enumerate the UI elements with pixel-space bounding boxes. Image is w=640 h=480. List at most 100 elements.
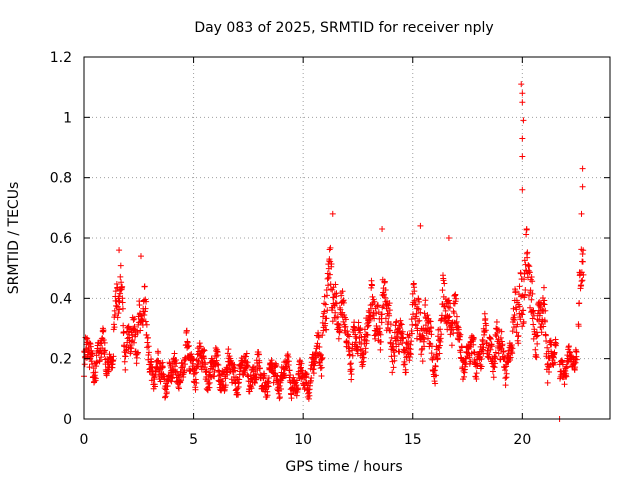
- data-point: [492, 355, 499, 362]
- data-point: [544, 344, 551, 351]
- data-point: [533, 333, 540, 340]
- data-point: [474, 363, 481, 369]
- data-point: [537, 299, 544, 306]
- data-point: [192, 376, 199, 383]
- data-point: [327, 244, 334, 251]
- data-point: [175, 384, 182, 391]
- data-point: [522, 267, 529, 274]
- data-point: [347, 360, 354, 367]
- data-point: [112, 288, 119, 295]
- data-point: [458, 344, 465, 351]
- data-point: [571, 360, 578, 367]
- data-point: [310, 370, 317, 377]
- data-point: [481, 310, 488, 317]
- data-point: [175, 385, 182, 392]
- data-point: [450, 330, 457, 337]
- data-point: [408, 338, 415, 345]
- data-point: [433, 351, 440, 358]
- data-point: [565, 343, 572, 350]
- data-point: [480, 344, 487, 351]
- data-point: [206, 379, 213, 386]
- data-point: [508, 349, 515, 356]
- data-point: [381, 291, 388, 298]
- data-point: [442, 307, 449, 314]
- data-point: [495, 350, 502, 357]
- data-point: [527, 304, 534, 311]
- data-point: [185, 342, 192, 349]
- data-point: [493, 319, 500, 326]
- data-point: [276, 394, 283, 401]
- data-point: [578, 278, 585, 285]
- data-point: [407, 351, 414, 358]
- data-point: [285, 353, 292, 360]
- data-point: [348, 366, 355, 373]
- data-point: [421, 336, 428, 343]
- data-point: [430, 354, 437, 361]
- data-point: [407, 350, 414, 357]
- y-tick-label: 0: [63, 412, 72, 428]
- data-point: [170, 371, 177, 378]
- data-point: [105, 368, 112, 375]
- data-point: [337, 326, 344, 333]
- data-point: [148, 364, 155, 371]
- data-point: [540, 300, 547, 307]
- data-point: [579, 277, 586, 284]
- data-point: [116, 298, 123, 305]
- data-point: [183, 327, 190, 334]
- data-point: [540, 284, 547, 291]
- data-point: [195, 358, 202, 365]
- data-point: [355, 319, 362, 326]
- y-tick-label: 1.2: [50, 50, 72, 66]
- data-point: [388, 334, 395, 341]
- data-point: [176, 372, 183, 379]
- data-point: [491, 364, 498, 371]
- data-point: [96, 357, 103, 364]
- data-point: [542, 307, 549, 314]
- y-tick-label: 1: [63, 110, 72, 126]
- data-point: [86, 340, 93, 347]
- data-point: [491, 354, 498, 361]
- data-point: [547, 337, 554, 344]
- data-point: [285, 358, 292, 365]
- data-point: [519, 99, 526, 106]
- data-point: [181, 361, 188, 368]
- data-point: [487, 346, 494, 353]
- x-axis-label: GPS time / hours: [285, 459, 402, 475]
- data-point: [470, 341, 477, 348]
- data-point: [214, 348, 221, 355]
- data-point: [248, 383, 255, 390]
- data-point: [412, 322, 419, 329]
- data-point: [425, 335, 432, 342]
- data-point: [131, 315, 138, 322]
- data-point: [340, 299, 347, 306]
- data-point: [231, 377, 238, 384]
- data-point: [115, 310, 122, 317]
- data-point: [265, 374, 272, 381]
- data-point: [387, 327, 394, 334]
- data-point: [288, 395, 295, 402]
- data-point: [471, 349, 478, 356]
- data-point: [392, 319, 399, 326]
- data-point: [255, 351, 262, 358]
- data-point: [529, 278, 536, 285]
- data-point: [342, 316, 349, 323]
- data-point: [416, 317, 423, 324]
- data-point: [319, 332, 326, 339]
- data-point: [122, 366, 129, 373]
- data-point: [573, 348, 580, 355]
- data-point: [196, 340, 203, 347]
- data-point: [219, 378, 226, 385]
- data-point: [367, 313, 374, 320]
- y-tick-label: 0.4: [50, 291, 72, 307]
- data-point: [137, 310, 144, 317]
- data-point: [573, 356, 580, 363]
- data-point: [264, 392, 271, 399]
- data-point: [202, 361, 209, 368]
- data-point: [529, 315, 536, 322]
- data-point: [490, 363, 497, 370]
- data-point: [540, 323, 547, 330]
- data-point: [453, 295, 460, 302]
- data-point: [98, 350, 105, 357]
- data-point: [387, 321, 394, 328]
- data-point: [162, 393, 169, 400]
